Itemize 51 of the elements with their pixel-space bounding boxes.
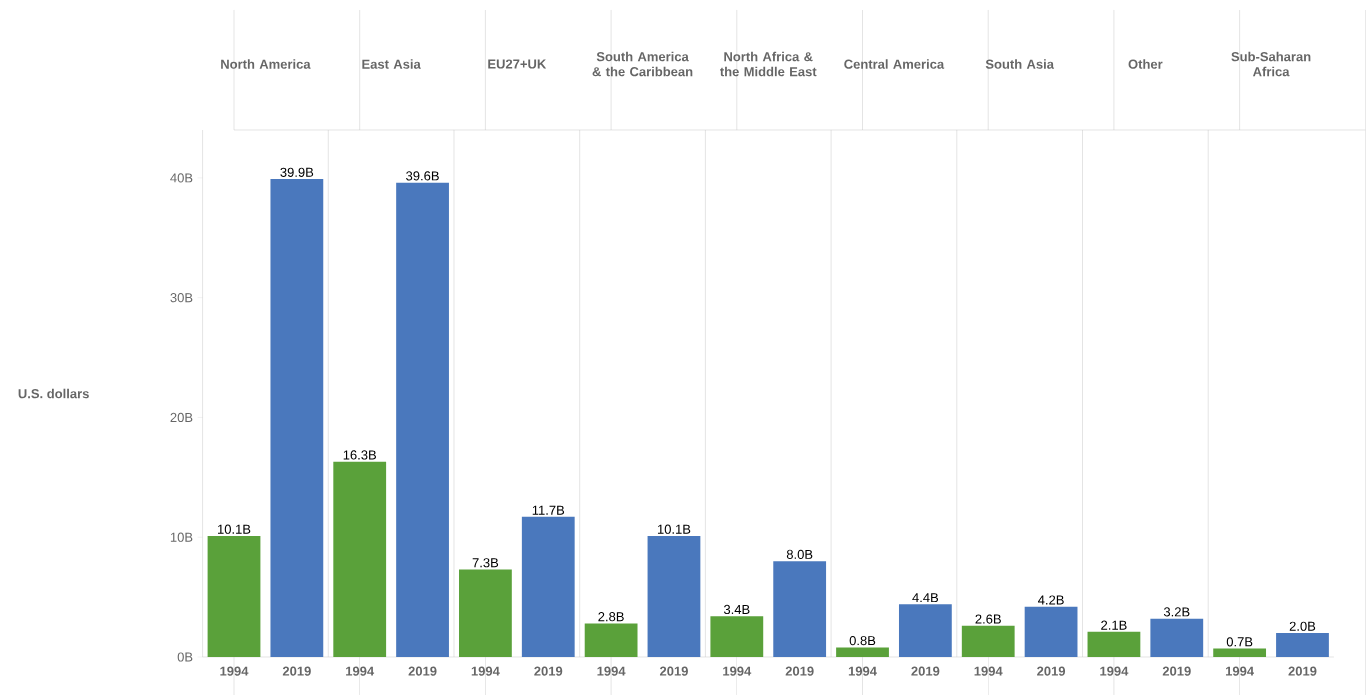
chart-title: Sub-Saharan Africa: [1231, 51, 1311, 77]
x-tick-label: 2019: [911, 666, 940, 676]
data-label: 10.1B: [657, 524, 691, 534]
x-tick-label: 1994: [471, 666, 500, 676]
x-tick-label: 1994: [848, 666, 877, 676]
chart-title: EU27+UK: [488, 59, 547, 69]
data-label: 39.6B: [406, 171, 439, 181]
y-tick-label: 0B: [177, 652, 193, 662]
data-label: 2.0B: [1289, 621, 1316, 631]
x-tick-label: 1994: [1100, 666, 1129, 676]
chart-title: South Asia: [985, 59, 1055, 69]
chart-title: Central America: [844, 59, 945, 69]
chart-title: South America & the Caribbean: [592, 51, 693, 77]
y-tick-label: 40B: [170, 173, 193, 183]
y-tick-label: 20B: [170, 412, 193, 423]
x-tick-label: 2019: [785, 666, 814, 676]
x-tick-label: 2019: [1288, 666, 1317, 676]
x-tick-label: 1994: [597, 666, 626, 676]
data-label: 3.2B: [1163, 607, 1190, 617]
x-tick-label: 1994: [723, 666, 752, 676]
data-label: 2.1B: [1101, 620, 1127, 630]
data-label: 3.4B: [723, 604, 750, 615]
data-label: 4.4B: [912, 593, 939, 603]
x-tick-label: 2019: [1037, 666, 1066, 676]
chart-title: East Asia: [362, 59, 421, 69]
y-tick-label: 30B: [170, 293, 193, 303]
x-tick-label: 2019: [408, 666, 437, 676]
x-tick-label: 1994: [1225, 666, 1255, 676]
data-label: 0.8B: [849, 636, 876, 646]
x-tick-label: 2019: [534, 666, 563, 676]
data-label: 8.0B: [786, 549, 813, 559]
y-axis-title: U.S. dollars: [18, 388, 89, 399]
data-label: 11.7B: [532, 505, 565, 515]
data-label: 2.8B: [598, 612, 624, 622]
chart-title: North America: [221, 59, 311, 69]
y-tick-label: 10B: [170, 532, 193, 542]
chart-title: North Africa & the Middle East: [720, 51, 817, 77]
x-tick-label: 2019: [282, 666, 311, 676]
x-tick-label: 2019: [659, 666, 688, 676]
chart-title: Other: [1128, 59, 1163, 69]
data-label: 4.2B: [1038, 595, 1064, 605]
data-label: 2.6B: [975, 614, 1001, 624]
data-label: 0.7B: [1226, 637, 1253, 647]
x-tick-label: 2019: [1162, 666, 1191, 676]
data-label: 16.3B: [343, 450, 377, 460]
data-label: 10.1B: [218, 524, 251, 534]
x-tick-label: 1994: [220, 666, 249, 676]
data-label: 39.9B: [280, 167, 314, 177]
x-tick-label: 1994: [346, 666, 375, 676]
x-tick-label: 1994: [974, 666, 1003, 676]
data-label: 7.3B: [472, 558, 499, 568]
